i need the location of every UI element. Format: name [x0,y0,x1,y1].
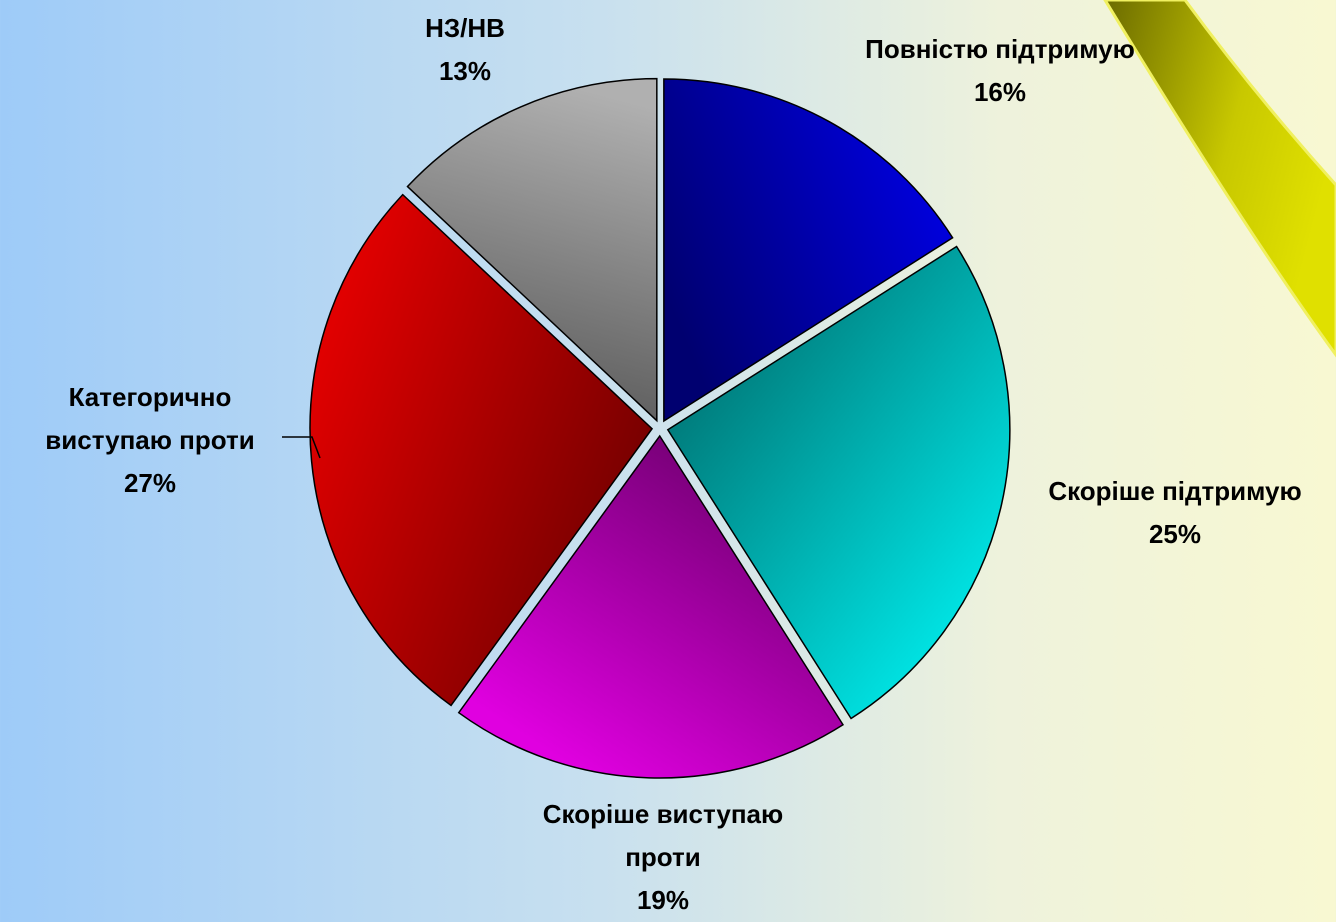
slice-label: Категорично виступаю проти 27% [10,376,290,505]
leader-line [282,436,321,459]
slice-name: Категорично виступаю проти [45,382,255,455]
slice-value: 19% [636,885,690,915]
slice-label: НЗ/НВ 13% [365,7,565,93]
pie-slice [309,193,654,707]
slice-name: НЗ/НВ [425,13,505,43]
slice-value: 16% [973,77,1027,107]
decor-swoosh [1103,0,1336,358]
slice-label: Скоріше виступаю проти 19% [503,793,823,922]
slice-value: 25% [1148,519,1202,549]
slice-name: Скоріше виступаю проти [542,799,784,872]
pie-slice [406,77,658,423]
pie-slice [663,78,954,423]
slice-name: Скоріше підтримую [1048,476,1302,506]
pie-slice [457,434,845,779]
slice-name: Повністю підтримую [865,34,1135,64]
slice-value: 27% [123,468,177,498]
slice-label: Повністю підтримую 16% [790,28,1210,114]
pie-slice [666,245,1011,720]
slice-value: 13% [438,56,492,86]
slice-label: Скоріше підтримую 25% [1005,470,1336,556]
